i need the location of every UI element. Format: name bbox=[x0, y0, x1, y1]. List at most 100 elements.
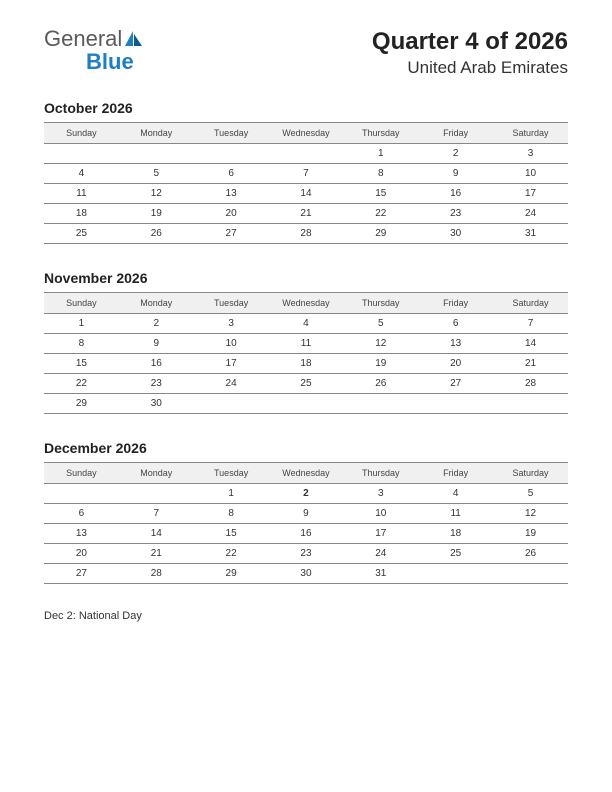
logo-blue-text: Blue bbox=[86, 49, 134, 74]
calendar-cell: 25 bbox=[269, 374, 344, 394]
day-header: Friday bbox=[418, 123, 493, 144]
calendar-cell: 2 bbox=[418, 144, 493, 164]
day-header: Thursday bbox=[343, 463, 418, 484]
calendar-cell: 10 bbox=[493, 164, 568, 184]
calendar-cell: 23 bbox=[119, 374, 194, 394]
calendar-row: 45678910 bbox=[44, 164, 568, 184]
holiday-notes: Dec 2: National Day bbox=[44, 610, 568, 622]
calendar-cell: 24 bbox=[194, 374, 269, 394]
calendar-cell: 9 bbox=[119, 334, 194, 354]
calendar-cell: 8 bbox=[44, 334, 119, 354]
calendar-cell: 1 bbox=[194, 484, 269, 504]
calendar-cell bbox=[44, 144, 119, 164]
calendar-cell: 14 bbox=[269, 184, 344, 204]
calendar-cell: 9 bbox=[418, 164, 493, 184]
day-header: Wednesday bbox=[269, 293, 344, 314]
calendar-cell bbox=[343, 394, 418, 414]
title-block: Quarter 4 of 2026 United Arab Emirates bbox=[372, 28, 568, 78]
day-header: Friday bbox=[418, 293, 493, 314]
calendar-cell: 5 bbox=[119, 164, 194, 184]
calendar-cell: 26 bbox=[119, 224, 194, 244]
day-header: Tuesday bbox=[194, 463, 269, 484]
calendar-cell: 30 bbox=[119, 394, 194, 414]
calendar-cell: 19 bbox=[493, 524, 568, 544]
calendar-cell bbox=[493, 394, 568, 414]
page-subtitle: United Arab Emirates bbox=[372, 58, 568, 78]
calendar-cell: 28 bbox=[493, 374, 568, 394]
day-header: Monday bbox=[119, 463, 194, 484]
calendar-cell: 16 bbox=[269, 524, 344, 544]
calendar-cell: 10 bbox=[343, 504, 418, 524]
day-header: Wednesday bbox=[269, 123, 344, 144]
logo-sail-icon bbox=[125, 31, 143, 46]
calendar-cell: 23 bbox=[269, 544, 344, 564]
calendar-cell: 5 bbox=[493, 484, 568, 504]
calendar-cell: 16 bbox=[418, 184, 493, 204]
calendar-cell: 1 bbox=[343, 144, 418, 164]
day-header: Thursday bbox=[343, 123, 418, 144]
calendar-cell: 17 bbox=[343, 524, 418, 544]
calendar-row: 20212223242526 bbox=[44, 544, 568, 564]
calendar-cell: 14 bbox=[493, 334, 568, 354]
calendar-row: 15161718192021 bbox=[44, 354, 568, 374]
calendar-cell: 15 bbox=[194, 524, 269, 544]
header: General Blue Quarter 4 of 2026 United Ar… bbox=[44, 28, 568, 78]
calendar-cell: 22 bbox=[194, 544, 269, 564]
calendar-row: 123 bbox=[44, 144, 568, 164]
calendar-cell bbox=[44, 484, 119, 504]
calendar-cell: 7 bbox=[119, 504, 194, 524]
calendar-cell: 15 bbox=[44, 354, 119, 374]
calendar-cell: 18 bbox=[418, 524, 493, 544]
calendar-cell: 21 bbox=[119, 544, 194, 564]
calendar-cell: 25 bbox=[418, 544, 493, 564]
day-header: Monday bbox=[119, 293, 194, 314]
month-title: October 2026 bbox=[44, 100, 568, 116]
calendar-cell: 6 bbox=[194, 164, 269, 184]
month-title: December 2026 bbox=[44, 440, 568, 456]
calendar-cell: 27 bbox=[44, 564, 119, 584]
calendar-cell: 30 bbox=[269, 564, 344, 584]
calendar-cell: 3 bbox=[194, 314, 269, 334]
day-header: Sunday bbox=[44, 123, 119, 144]
day-header: Saturday bbox=[493, 463, 568, 484]
calendar-cell: 20 bbox=[194, 204, 269, 224]
calendar-table: SundayMondayTuesdayWednesdayThursdayFrid… bbox=[44, 292, 568, 414]
calendar-row: 18192021222324 bbox=[44, 204, 568, 224]
calendar-cell: 23 bbox=[418, 204, 493, 224]
calendar-cell: 7 bbox=[493, 314, 568, 334]
calendar-cell: 10 bbox=[194, 334, 269, 354]
calendar-cell: 31 bbox=[343, 564, 418, 584]
calendar-cell: 8 bbox=[343, 164, 418, 184]
calendar-cell: 26 bbox=[343, 374, 418, 394]
calendar-cell: 27 bbox=[194, 224, 269, 244]
calendar-row: 11121314151617 bbox=[44, 184, 568, 204]
calendar-cell: 18 bbox=[44, 204, 119, 224]
calendar-cell: 5 bbox=[343, 314, 418, 334]
calendar-cell: 6 bbox=[44, 504, 119, 524]
calendar-cell: 13 bbox=[418, 334, 493, 354]
calendar-cell: 2 bbox=[119, 314, 194, 334]
month-block: November 2026SundayMondayTuesdayWednesda… bbox=[44, 270, 568, 414]
logo-general-text: General bbox=[44, 26, 122, 51]
calendar-cell: 17 bbox=[493, 184, 568, 204]
calendar-cell: 29 bbox=[44, 394, 119, 414]
calendar-cell: 12 bbox=[119, 184, 194, 204]
calendar-row: 891011121314 bbox=[44, 334, 568, 354]
calendar-cell: 21 bbox=[493, 354, 568, 374]
calendar-cell bbox=[194, 394, 269, 414]
calendar-cell: 31 bbox=[493, 224, 568, 244]
calendar-row: 2728293031 bbox=[44, 564, 568, 584]
calendar-table: SundayMondayTuesdayWednesdayThursdayFrid… bbox=[44, 462, 568, 584]
calendar-cell: 14 bbox=[119, 524, 194, 544]
month-block: October 2026 SundayMondayTuesdayWednesday… bbox=[44, 100, 568, 244]
calendar-cell: 19 bbox=[119, 204, 194, 224]
calendar-cell: 11 bbox=[44, 184, 119, 204]
day-header: Monday bbox=[119, 123, 194, 144]
calendar-cell: 6 bbox=[418, 314, 493, 334]
calendar-cell: 9 bbox=[269, 504, 344, 524]
calendar-cell: 27 bbox=[418, 374, 493, 394]
calendar-cell: 4 bbox=[44, 164, 119, 184]
calendar-cell: 13 bbox=[194, 184, 269, 204]
day-header: Tuesday bbox=[194, 123, 269, 144]
calendar-cell: 28 bbox=[269, 224, 344, 244]
